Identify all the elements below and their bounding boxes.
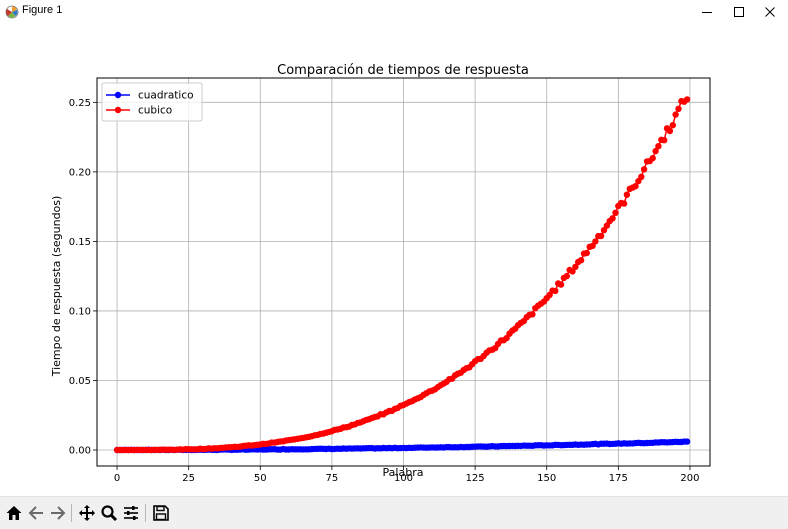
data-point-cubico — [583, 249, 590, 257]
zoom-button[interactable] — [99, 502, 119, 524]
data-point-cubico — [632, 183, 639, 190]
data-point-cubico — [672, 111, 679, 118]
data-series — [113, 96, 691, 454]
x-tick-label: 100 — [394, 473, 413, 484]
axis-ticks: 0 25 50 75 100 125 150 175 200 0.00 0.05 0.10 0.15 0.… — [69, 98, 700, 484]
minimize-icon — [702, 12, 712, 13]
data-point-cubico — [675, 105, 682, 113]
y-tick-label: 0.05 — [69, 376, 91, 387]
data-point-cubico — [666, 127, 674, 135]
data-point-cubico — [592, 238, 599, 245]
window-titlebar: Figure 1 — [0, 0, 788, 24]
legend: cuadratico cubico — [101, 82, 203, 122]
configure-subplots-button[interactable] — [121, 502, 141, 524]
series-line-cubico — [117, 98, 688, 451]
home-icon — [6, 506, 22, 520]
data-point-cubico — [572, 263, 579, 270]
matplotlib-logo-icon — [5, 5, 19, 19]
data-point-cubico — [552, 287, 559, 295]
y-tick-label: 0.00 — [69, 446, 91, 457]
data-point-cubico — [620, 200, 628, 207]
pan-button[interactable] — [77, 502, 97, 524]
legend-entry-cuadratico: cuadratico — [106, 90, 194, 102]
legend-label: cuadratico — [138, 90, 194, 102]
x-tick-label: 25 — [182, 473, 195, 484]
close-button[interactable] — [753, 0, 787, 24]
legend-entry-cubico: cubico — [106, 105, 172, 117]
data-point-cubico — [569, 268, 576, 275]
toolbar-separator — [145, 504, 146, 522]
x-tick-label: 75 — [326, 473, 339, 484]
data-point-cubico — [609, 215, 616, 222]
save-button[interactable] — [151, 502, 171, 524]
series-cubico — [113, 96, 691, 454]
legend-marker — [114, 91, 122, 99]
forward-button[interactable] — [48, 502, 68, 524]
data-point-cubico — [600, 227, 608, 234]
chart: 0 25 50 75 100 125 150 175 200 0.00 0.05 0.10 0.15 0.… — [50, 63, 711, 484]
toolbar-separator — [71, 504, 72, 522]
legend-box — [101, 82, 203, 122]
sliders-icon — [124, 506, 138, 520]
chart-title: Comparación de tiempos de respuesta — [277, 63, 529, 78]
x-tick-label: 150 — [537, 473, 556, 484]
back-button[interactable] — [26, 502, 46, 524]
data-point-cubico — [557, 281, 565, 288]
x-tick-label: 200 — [680, 473, 699, 484]
data-point-cubico — [655, 143, 662, 150]
data-point-cubico — [683, 96, 691, 103]
magnifier-icon — [101, 505, 118, 522]
y-tick-label: 0.10 — [69, 306, 91, 317]
figure-canvas[interactable]: 0 25 50 75 100 125 150 175 200 0.00 0.05 0.10 0.15 0.… — [0, 24, 788, 496]
data-point-cubico — [597, 232, 605, 240]
data-point-cubico — [649, 155, 656, 162]
data-point-cubico — [577, 257, 585, 264]
data-point-cubico — [640, 166, 648, 173]
arrow-left-icon — [28, 506, 43, 520]
data-point-cubico — [623, 191, 631, 198]
data-point-cuadratico — [683, 438, 691, 445]
home-button[interactable] — [4, 502, 24, 524]
data-point-cubico — [661, 137, 668, 144]
data-point-cubico — [612, 209, 619, 216]
data-point-cubico — [669, 122, 676, 129]
navigation-toolbar — [0, 496, 788, 529]
data-point-cubico — [652, 147, 659, 155]
floppy-disk-icon — [153, 505, 169, 521]
minimize-button[interactable] — [690, 0, 724, 24]
x-tick-label: 125 — [466, 473, 485, 484]
x-tick-label: 0 — [114, 473, 120, 484]
x-tick-label: 175 — [609, 473, 628, 484]
x-axis-label: Palabra — [383, 466, 424, 479]
window-title: Figure 1 — [22, 4, 63, 16]
legend-marker — [114, 106, 122, 114]
data-point-cubico — [563, 272, 570, 280]
x-tick-label: 50 — [254, 473, 267, 484]
y-tick-label: 0.25 — [69, 98, 91, 109]
arrow-right-icon — [51, 506, 66, 520]
data-point-cubico — [638, 173, 645, 180]
data-point-cubico — [529, 311, 536, 318]
move-icon — [79, 505, 95, 521]
close-icon — [765, 7, 775, 17]
y-tick-label: 0.20 — [69, 167, 91, 178]
legend-label: cubico — [138, 105, 172, 117]
maximize-button[interactable] — [722, 0, 756, 24]
y-axis-label: Tiempo de respuesta (segundos) — [50, 196, 63, 378]
maximize-icon — [734, 7, 744, 17]
y-tick-label: 0.15 — [69, 237, 91, 248]
